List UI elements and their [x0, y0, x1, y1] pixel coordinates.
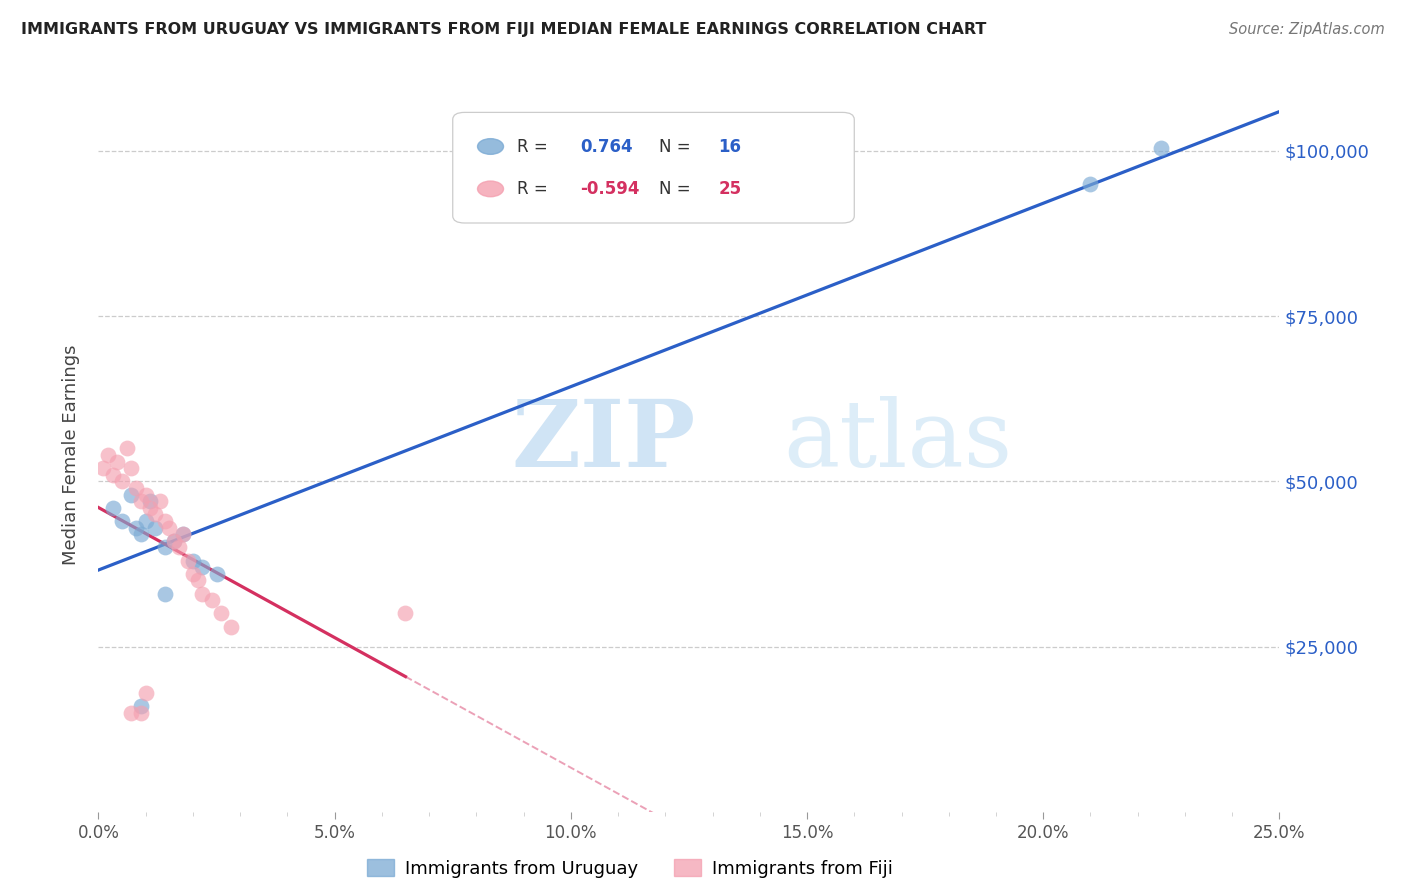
Point: [101, 467, 124, 482]
Point: [125, 481, 148, 495]
Point: [153, 514, 176, 528]
Point: [149, 494, 172, 508]
Point: [129, 494, 152, 508]
Point: [135, 487, 157, 501]
FancyBboxPatch shape: [453, 112, 855, 223]
Text: ZIP: ZIP: [512, 396, 696, 485]
Point: [163, 533, 186, 548]
Point: [187, 574, 209, 588]
Point: [394, 607, 416, 621]
Point: [91, 461, 114, 475]
Point: [181, 554, 204, 568]
Y-axis label: Median Female Earnings: Median Female Earnings: [62, 344, 80, 566]
Legend: Immigrants from Uruguay, Immigrants from Fiji: Immigrants from Uruguay, Immigrants from…: [360, 852, 900, 885]
Point: [111, 475, 134, 489]
Text: Source: ZipAtlas.com: Source: ZipAtlas.com: [1229, 22, 1385, 37]
Point: [209, 607, 232, 621]
Point: [129, 706, 152, 720]
Text: 0.764: 0.764: [581, 137, 633, 155]
Text: R =: R =: [516, 137, 553, 155]
Text: IMMIGRANTS FROM URUGUAY VS IMMIGRANTS FROM FIJI MEDIAN FEMALE EARNINGS CORRELATI: IMMIGRANTS FROM URUGUAY VS IMMIGRANTS FR…: [21, 22, 987, 37]
Text: N =: N =: [659, 180, 696, 198]
Text: -0.594: -0.594: [581, 180, 640, 198]
Point: [143, 520, 166, 534]
Point: [1150, 141, 1173, 155]
Point: [157, 520, 180, 534]
Point: [153, 541, 176, 555]
Point: [167, 541, 190, 555]
Text: 25: 25: [718, 180, 741, 198]
Point: [101, 500, 124, 515]
Point: [172, 527, 194, 541]
Text: 16: 16: [718, 137, 741, 155]
Point: [135, 514, 157, 528]
Point: [181, 566, 204, 581]
Point: [143, 508, 166, 522]
Point: [125, 520, 148, 534]
Circle shape: [478, 181, 503, 197]
Point: [129, 698, 152, 713]
Point: [105, 454, 128, 468]
Point: [219, 620, 242, 634]
Point: [205, 566, 228, 581]
Point: [139, 500, 162, 515]
Point: [135, 686, 157, 700]
Point: [191, 560, 214, 574]
Text: atlas: atlas: [783, 396, 1012, 485]
Point: [111, 514, 134, 528]
Point: [115, 442, 138, 456]
Point: [1080, 177, 1102, 191]
Point: [129, 527, 152, 541]
Point: [172, 527, 194, 541]
Text: R =: R =: [516, 180, 553, 198]
Point: [201, 593, 224, 607]
Text: N =: N =: [659, 137, 696, 155]
Point: [163, 533, 186, 548]
Point: [121, 487, 143, 501]
Point: [139, 494, 162, 508]
Point: [177, 554, 200, 568]
Point: [153, 587, 176, 601]
Point: [97, 448, 120, 462]
Circle shape: [478, 138, 503, 154]
Point: [121, 461, 143, 475]
Point: [121, 706, 143, 720]
Point: [191, 587, 214, 601]
